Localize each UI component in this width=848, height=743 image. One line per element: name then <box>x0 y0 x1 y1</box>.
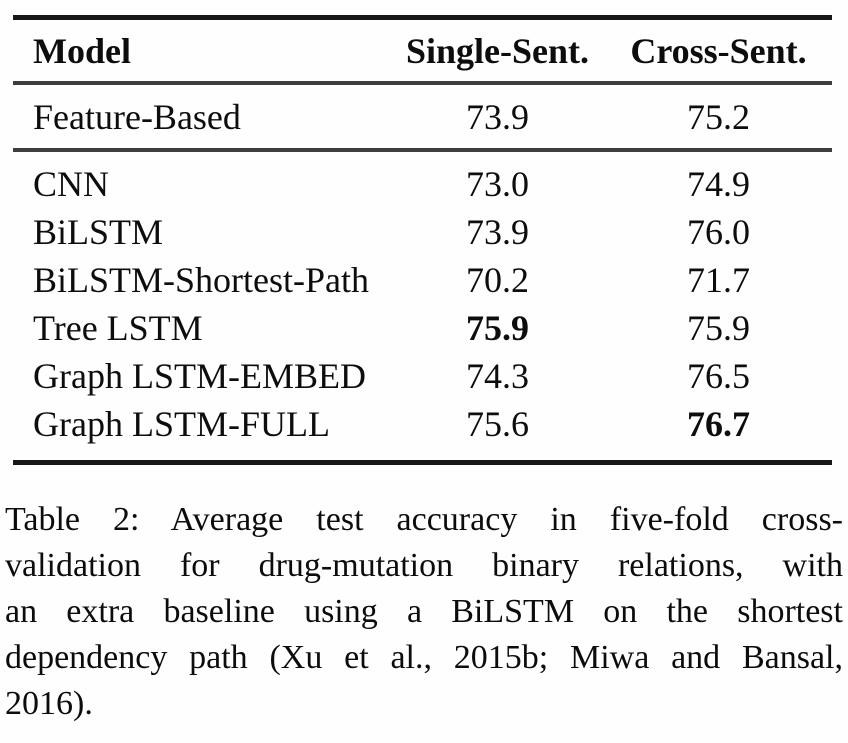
table-bottom-rule <box>13 460 832 465</box>
cross-sent-cell: 76.0 <box>687 212 750 252</box>
model-cell: Graph LSTM-FULL <box>33 404 330 444</box>
table-caption: Table 2: Average test accuracy in five-f… <box>5 497 843 727</box>
model-cell: Tree LSTM <box>33 308 203 348</box>
cross-sent-cell: 76.7 <box>687 404 750 444</box>
single-sent-cell: 75.6 <box>466 404 529 444</box>
cross-sent-cell: 71.7 <box>687 260 750 300</box>
table-body: CNN 73.0 74.9 BiLSTM 73.9 76.0 BiLSTM-Sh… <box>13 152 832 460</box>
single-sent-cell: 73.9 <box>466 212 529 252</box>
table-row: BiLSTM 73.9 76.0 <box>13 208 832 256</box>
model-cell: CNN <box>33 164 110 204</box>
table-row: Tree LSTM 75.9 75.9 <box>13 304 832 352</box>
results-table: Model Single-Sent. Cross-Sent. Feature-B… <box>13 15 832 465</box>
caption-line: Table 2: Average test accuracy in five-f… <box>5 501 843 538</box>
caption-line: dependency path (Xu et al., 2015b; Miwa … <box>5 639 843 676</box>
single-sent-cell: 70.2 <box>466 260 529 300</box>
model-cell: Graph LSTM-EMBED <box>33 356 366 396</box>
single-sent-cell: 74.3 <box>466 356 529 396</box>
table-row: BiLSTM-Shortest-Path 70.2 71.7 <box>13 256 832 304</box>
model-cell: Feature-Based <box>33 96 241 137</box>
cross-sent-cell: 76.5 <box>687 356 750 396</box>
single-sent-cell: 73.0 <box>466 164 529 204</box>
column-header-model: Model <box>33 30 131 71</box>
single-sent-cell: 75.9 <box>466 308 529 348</box>
cross-sent-cell: 74.9 <box>687 164 750 204</box>
model-cell: BiLSTM <box>33 212 164 252</box>
table-header-row: Model Single-Sent. Cross-Sent. <box>13 20 832 81</box>
column-header-single-sent: Single-Sent. <box>405 30 590 71</box>
cross-sent-cell: 75.9 <box>687 308 750 348</box>
column-header-cross-sent: Cross-Sent. <box>630 30 807 71</box>
caption-line: an extra baseline using a BiLSTM on the … <box>5 593 843 630</box>
table-row: CNN 73.0 74.9 <box>13 160 832 208</box>
caption-line: validation for drug-mutation binary rela… <box>5 547 843 584</box>
caption-line: 2016). <box>5 685 93 722</box>
model-cell: BiLSTM-Shortest-Path <box>33 260 370 300</box>
single-sent-cell: 73.9 <box>466 96 529 137</box>
table-row: Graph LSTM-FULL 75.6 76.7 <box>13 400 832 448</box>
header-separator-rule <box>13 81 832 85</box>
cross-sent-cell: 75.2 <box>687 96 750 137</box>
table-row: Feature-Based 73.9 75.2 <box>13 85 832 148</box>
table-row: Graph LSTM-EMBED 74.3 76.5 <box>13 352 832 400</box>
section-separator-rule <box>13 148 832 152</box>
table-top-rule <box>13 15 832 20</box>
